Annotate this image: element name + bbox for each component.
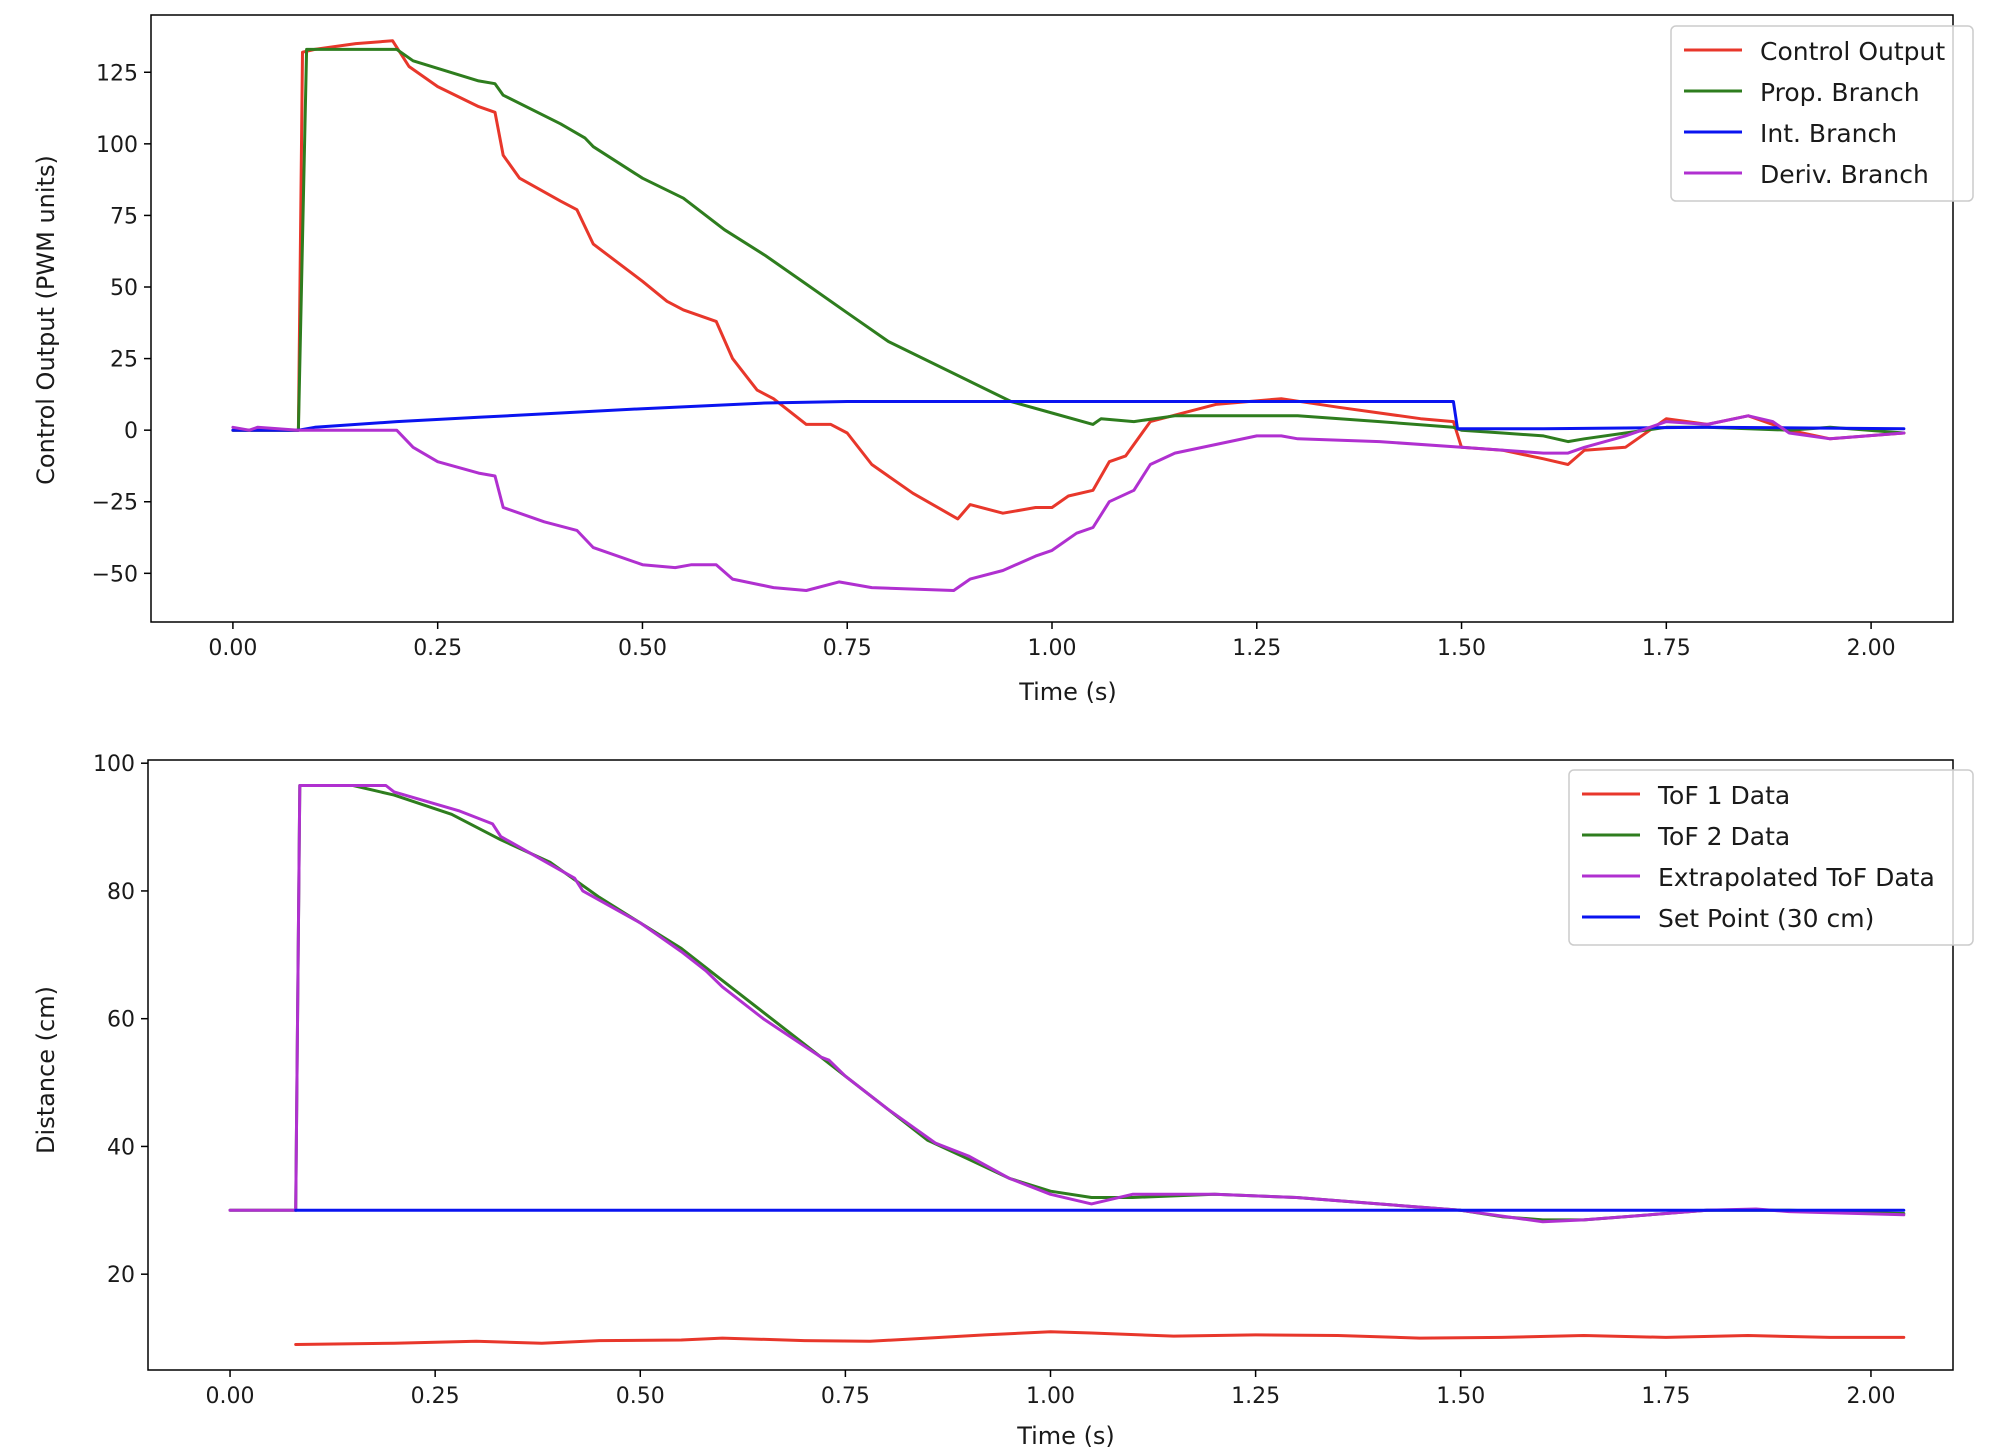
chart-1-xtick-label: 0.00 [206,1384,255,1409]
chart-1-xtick-label: 0.75 [821,1384,870,1409]
distance-chart: Time (s) Distance (cm) ToF 1 Data ToF 2 … [32,752,1974,1450]
chart-0-xtick-label: 0.50 [618,636,667,661]
chart-0-series-1-line [231,47,1906,444]
chart-0-xtick-label: 0.75 [823,636,872,661]
chart-0-series-2-line [231,400,1906,432]
chart-1-xtick-label: 2.00 [1846,1384,1895,1409]
chart-0-xtick-label: 0.25 [413,636,462,661]
chart-0-series-0-line [231,39,1906,521]
chart-0-series-3-line [231,414,1906,592]
legend-item-prop-branch: Prop. Branch [1760,78,1920,107]
chart-0-ylabel: Control Output (PWM units) [32,155,60,485]
chart-1-xtick-label: 1.00 [1026,1384,1075,1409]
chart-1-ytick-label: 100 [93,752,135,777]
chart-0-ytick-label: 25 [110,348,138,373]
chart-1-xtick-label: 1.75 [1641,1384,1690,1409]
chart-0-legend-box [1670,25,1974,202]
chart-1-legend: ToF 1 Data ToF 2 Data Extrapolated ToF D… [1568,769,1974,946]
chart-1-ylabel: Distance (cm) [32,986,60,1154]
chart-0-xtick-label: 1.00 [1028,636,1077,661]
legend-item-control-output: Control Output [1760,37,1945,66]
chart-0-xlabel: Time (s) [1018,678,1117,706]
chart-0-ytick-label: 75 [110,204,138,229]
chart-1-ytick-label: 20 [107,1263,135,1288]
chart-0-ytick-label: −25 [92,491,138,516]
legend-item-set-point: Set Point (30 cm) [1658,904,1874,933]
chart-1-xtick-label: 0.50 [616,1384,665,1409]
chart-0-ytick-label: 50 [110,276,138,301]
chart-0-ytick-label: 0 [124,419,138,444]
legend-item-tof1: ToF 1 Data [1657,781,1790,810]
legend-item-tof2: ToF 2 Data [1657,822,1790,851]
chart-1-ytick-label: 40 [107,1135,135,1160]
chart-0-ytick-label: −50 [92,562,138,587]
legend-item-deriv-branch: Deriv. Branch [1760,160,1929,189]
chart-0-xtick-label: 0.00 [208,636,257,661]
chart-1-xtick-label: 1.50 [1436,1384,1485,1409]
chart-0-xtick-label: 1.25 [1232,636,1281,661]
chart-0-ytick-label: 125 [96,61,138,86]
chart-1-ytick-label: 80 [107,880,135,905]
chart-1-xtick-label: 0.25 [411,1384,460,1409]
chart-0-legend: Control Output Prop. Branch Int. Branch … [1670,25,1974,202]
chart-1-xtick-label: 1.25 [1231,1384,1280,1409]
chart-1-ytick-label: 60 [107,1008,135,1033]
chart-0-xtick-label: 1.50 [1437,636,1486,661]
legend-item-int-branch: Int. Branch [1760,119,1897,148]
control-output-chart: Time (s) Control Output (PWM units) Cont… [32,14,1974,706]
chart-1-series-2-line [228,784,1906,1224]
chart-1-legend-box [1568,769,1974,946]
legend-item-extrapolated: Extrapolated ToF Data [1658,863,1935,892]
chart-1-xlabel: Time (s) [1016,1422,1115,1450]
chart-0-xtick-label: 1.75 [1642,636,1691,661]
chart-1-series-0-line [294,1330,1906,1346]
chart-0-xtick-label: 2.00 [1847,636,1896,661]
chart-0-ytick-label: 100 [96,133,138,158]
